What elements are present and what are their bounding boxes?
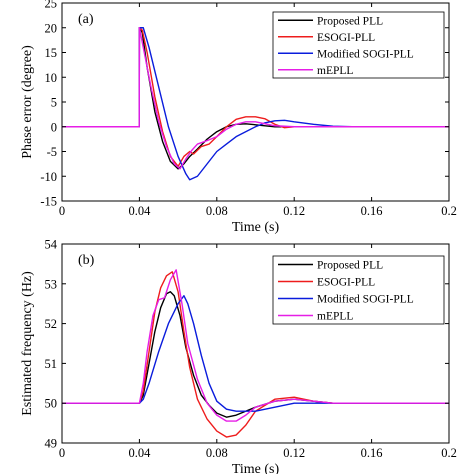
panel-label: (b) — [78, 253, 95, 268]
legend-entry: Modified SOGI-PLL — [317, 294, 414, 306]
x-tick-label: 0.2 — [441, 204, 457, 218]
x-tick-label: 0.2 — [441, 446, 457, 460]
legend-entry: mEPLL — [317, 65, 353, 77]
y-tick-label: -5 — [47, 145, 57, 159]
legend-entry: Proposed PLL — [317, 15, 383, 27]
y-tick-label: 0 — [51, 120, 57, 134]
series-line-esogi-pll — [62, 271, 449, 438]
legend-entry: ESOGI-PLL — [317, 277, 375, 289]
y-tick-label: -15 — [40, 195, 57, 209]
x-tick-label: 0.04 — [128, 204, 151, 218]
x-tick-label: 0.08 — [206, 446, 228, 460]
legend-entry: ESOGI-PLL — [317, 32, 375, 44]
legend-box — [272, 255, 445, 325]
y-axis-label: Estimated frequency (Hz) — [20, 271, 35, 416]
y-tick-label: 25 — [45, 0, 58, 11]
y-tick-label: 15 — [45, 46, 58, 60]
y-tick-label: 5 — [51, 96, 57, 110]
x-tick-label: 0.16 — [361, 204, 383, 218]
series-line-mepll — [62, 27, 449, 170]
legend-entry: mEPLL — [317, 311, 353, 323]
x-tick-label: 0 — [59, 446, 65, 460]
y-axis-label: Phase error (degree) — [20, 45, 35, 159]
y-tick-label: 49 — [45, 437, 58, 451]
x-tick-label: 0.12 — [283, 204, 305, 218]
y-tick-label: 51 — [45, 357, 58, 371]
y-tick-label: 50 — [45, 397, 58, 411]
series-line-esogi-pll — [62, 27, 449, 168]
x-tick-label: 0.16 — [361, 446, 383, 460]
x-axis-label: Time (s) — [232, 462, 280, 474]
axes-frame — [61, 243, 450, 444]
x-axis-label: Time (s) — [232, 220, 280, 235]
x-tick-label: 0.12 — [283, 446, 305, 460]
panel-label: (a) — [78, 12, 94, 27]
legend-entry: Modified SOGI-PLL — [317, 48, 414, 60]
legend: Proposed PLL ESOGI-PLL Modified SOGI-PLL mE… — [272, 11, 445, 79]
series-line-modified-sogi-pll — [62, 27, 449, 181]
y-tick-label: -10 — [40, 170, 57, 184]
panel-b: 0 0.04 0.08 0.12 0.16 0.2 49 50 51 52 53 54 Time (s)… — [20, 238, 457, 474]
legend-entry: Proposed PLL — [317, 260, 383, 272]
legend-box — [272, 11, 445, 79]
series-line-mepll — [62, 269, 449, 422]
x-tick-label: 0.08 — [206, 204, 228, 218]
legend: Proposed PLL ESOGI-PLL Modified SOGI-PLL mE… — [272, 255, 445, 325]
y-tick-label: 53 — [45, 277, 58, 291]
x-tick-label: 0.04 — [128, 446, 151, 460]
y-tick-label: 52 — [45, 317, 58, 331]
y-tick-label: 10 — [45, 71, 58, 85]
panel-a: 0 0.04 0.08 0.12 0.16 0.2 -15 -10 -5 0 5 10 15 20 25 Ti… — [20, 0, 457, 235]
x-tick-label: 0 — [59, 204, 65, 218]
y-tick-label: 54 — [45, 238, 58, 252]
y-tick-label: 20 — [45, 21, 58, 35]
series-line-modified-sogi-pll — [62, 295, 449, 412]
